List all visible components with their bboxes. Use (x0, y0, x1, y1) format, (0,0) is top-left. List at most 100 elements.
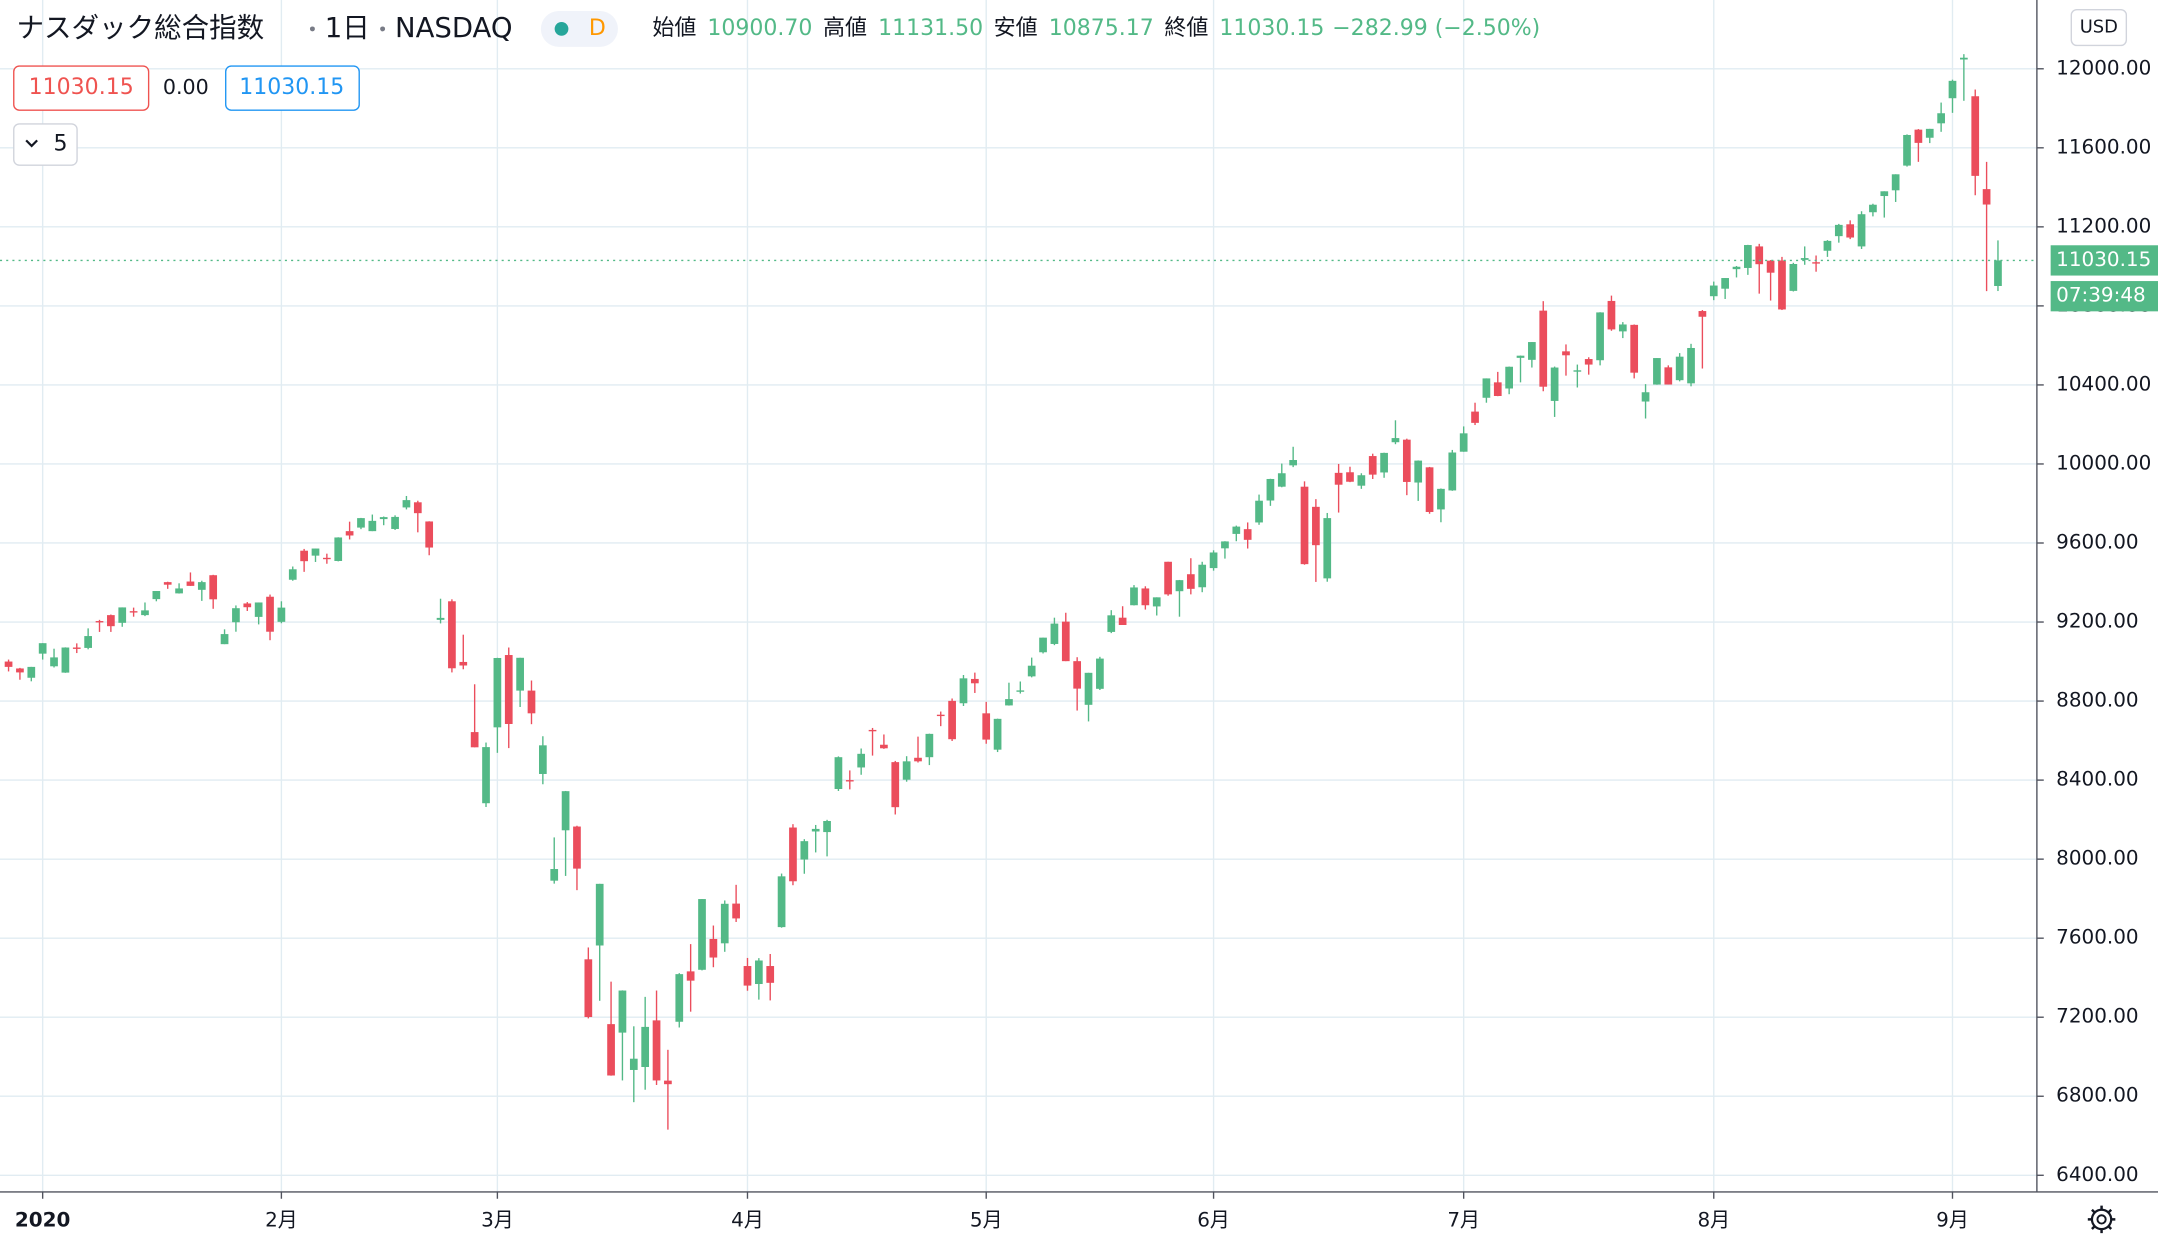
status-pill (540, 11, 618, 47)
ohlc-name: 高値 (823, 16, 867, 41)
candle-body (1766, 260, 1775, 273)
candle-body (288, 569, 297, 580)
candle-body (163, 582, 172, 585)
candle-body (1073, 661, 1082, 689)
candle-body (959, 678, 968, 704)
candle-body (1675, 356, 1684, 381)
candle-body (629, 1058, 638, 1070)
currency[interactable]: USD (2080, 17, 2118, 38)
candle-body (1994, 260, 2002, 286)
candle-body (1164, 561, 1172, 595)
candle-body (1107, 615, 1116, 632)
candle-body (789, 827, 797, 882)
countdown: 07:39:48 (2056, 283, 2146, 307)
settings-icon[interactable] (2087, 1205, 2116, 1234)
candle-body (1800, 258, 1809, 260)
candle-body (266, 596, 274, 632)
candle-body (4, 661, 13, 667)
candle-body (652, 1020, 661, 1081)
candle-body (254, 602, 263, 617)
candle-body (527, 690, 536, 714)
candle-body (1437, 488, 1445, 510)
candle-body (1641, 392, 1650, 402)
candle-body (1516, 355, 1525, 358)
candle-body (1368, 456, 1377, 475)
symbol-title[interactable]: ナスダック総合指数 (17, 12, 265, 44)
candle-body (1846, 224, 1855, 238)
buy-price[interactable]: 11030.15 (239, 75, 344, 100)
y-tick-label: 8800.00 (2056, 688, 2138, 712)
candle-body (1823, 240, 1832, 251)
candle-body (1130, 587, 1138, 606)
candle-body (1050, 623, 1059, 644)
candle-body (1016, 690, 1025, 692)
candle-body (993, 718, 1002, 750)
candle-body (1744, 245, 1752, 268)
candle-body (1857, 214, 1866, 247)
candle-body (1880, 191, 1889, 197)
candle-body (1312, 506, 1320, 546)
candle-body (448, 601, 456, 669)
interval[interactable]: 1日 (325, 12, 370, 44)
y-tick-label: 7600.00 (2056, 925, 2138, 949)
candle-body (1186, 574, 1195, 589)
candle-body (95, 621, 104, 623)
candle-body (1289, 460, 1298, 466)
candle-body (1562, 351, 1570, 356)
candle-body (84, 636, 92, 648)
candle-body (1459, 433, 1468, 452)
candle-body (1448, 452, 1457, 491)
price-tag: 11030.15 (2056, 247, 2151, 271)
x-tick-label: 9月 (1936, 1207, 1969, 1231)
y-tick-label: 9600.00 (2056, 529, 2138, 553)
separator (309, 26, 315, 32)
chevron-icon (25, 139, 38, 148)
candle-body (1471, 411, 1479, 423)
candle-body (379, 517, 388, 520)
candle-body (1925, 128, 1934, 138)
candle-body (777, 876, 786, 928)
candle-body (1618, 324, 1627, 332)
candle-body (800, 841, 809, 860)
candle-body (436, 617, 445, 620)
indicator-toggle[interactable] (13, 123, 78, 166)
sell-button[interactable] (13, 65, 150, 111)
candle-body (27, 666, 36, 678)
ohlc-value: 10900.70 (707, 16, 812, 41)
currency-button[interactable] (2070, 8, 2128, 47)
candle-body (413, 502, 422, 514)
exchange: NASDAQ (395, 12, 513, 44)
countdown-bg (2050, 281, 2158, 312)
candle-body (1721, 278, 1729, 289)
candle-body (1084, 672, 1093, 705)
candle-body (1573, 370, 1582, 372)
candle-body (197, 582, 206, 590)
candle-body (709, 938, 718, 958)
candle-body (902, 761, 911, 780)
buy-button[interactable] (225, 65, 360, 111)
candle-body (1493, 382, 1502, 396)
candle-body (482, 747, 490, 804)
candle-body (1402, 439, 1411, 482)
candle-body (1357, 475, 1366, 486)
y-tick-label: 9200.00 (2056, 609, 2138, 633)
candle-body (1550, 367, 1559, 401)
y-tick-label: 7200.00 (2056, 1004, 2138, 1028)
candle-body (334, 537, 343, 561)
candle-body (1005, 699, 1013, 706)
candle-body (766, 966, 775, 983)
candle-body (1698, 311, 1707, 317)
candle-body (1425, 467, 1434, 512)
candle-body (459, 661, 468, 666)
candle-body (1948, 80, 1957, 99)
candle-body (1277, 473, 1286, 487)
candle-body (675, 974, 684, 1022)
ohlc-name: 安値 (994, 16, 1038, 41)
x-tick-label: 4月 (731, 1207, 764, 1231)
candle-body (243, 603, 252, 608)
sell-price[interactable]: 11030.15 (29, 75, 134, 100)
y-tick-label: 11600.00 (2056, 134, 2151, 158)
x-tick-label: 6月 (1197, 1207, 1230, 1231)
candle-body (857, 753, 866, 768)
candle-body (1346, 472, 1354, 482)
